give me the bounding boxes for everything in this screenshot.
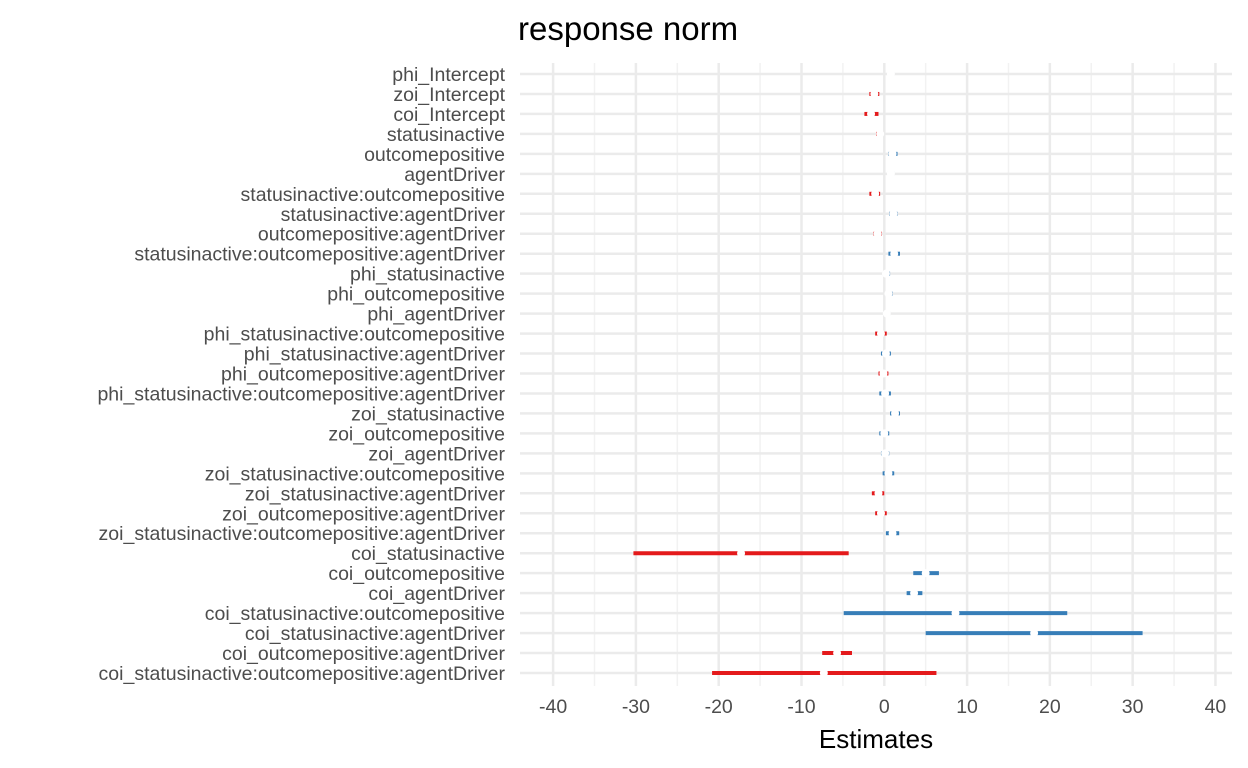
term-label: phi_outcomepositive: [327, 284, 505, 306]
term-label: phi_statusinactive:outcomepositive: [204, 324, 505, 346]
x-tick-labels: -40 -30 -20 -10 0 10 20 30 40: [539, 696, 1226, 718]
term-labels: phi_Interceptzoi_Interceptcoi_Intercepts…: [97, 64, 505, 685]
term-label: coi_Intercept: [393, 104, 505, 126]
estimate-point: [876, 329, 885, 338]
estimate-point: [881, 449, 890, 458]
estimate-point: [876, 509, 885, 518]
estimate-point: [886, 169, 895, 178]
estimate-point: [880, 429, 889, 438]
estimate-point: [881, 389, 890, 398]
term-label: phi_Intercept: [392, 64, 505, 86]
x-tick-label: 10: [956, 696, 978, 718]
term-label: phi_statusinactive:agentDriver: [244, 344, 506, 366]
estimate-point: [921, 569, 930, 578]
term-label: zoi_statusinactive:outcomepositive: [205, 463, 505, 485]
term-label: coi_outcomepositive:agentDriver: [222, 643, 505, 665]
term-label: zoi_statusinactive:outcomepositive:agent…: [99, 523, 506, 545]
term-label: statusinactive:outcomepositive:agentDriv…: [134, 244, 505, 266]
estimate-points: [737, 70, 1039, 677]
term-label: zoi_agentDriver: [368, 443, 505, 465]
chart-title: response norm: [518, 10, 738, 47]
estimate-point: [870, 89, 879, 98]
term-label: zoi_Intercept: [393, 84, 505, 106]
term-label: outcomepositive:agentDriver: [258, 224, 506, 246]
term-label: coi_statusinactive:outcomepositive:agent…: [99, 663, 506, 685]
x-axis-title: Estimates: [819, 724, 933, 754]
estimate-point: [873, 229, 882, 238]
estimate-point: [882, 309, 891, 318]
grid-major-lines: [520, 63, 1232, 686]
x-tick-label: -30: [622, 696, 650, 718]
estimate-point: [888, 149, 897, 158]
estimate-point: [890, 249, 899, 258]
term-label: zoi_outcomepositive: [328, 423, 505, 445]
term-label: coi_outcomepositive: [328, 563, 505, 585]
estimate-point: [1030, 629, 1039, 638]
estimate-point: [888, 529, 897, 538]
term-label: outcomepositive: [364, 144, 505, 166]
term-label: statusinactive: [387, 124, 505, 146]
term-label: zoi_statusinactive:agentDriver: [245, 483, 506, 505]
term-label: coi_agentDriver: [368, 583, 505, 605]
estimate-point: [876, 129, 885, 138]
x-tick-label: 20: [1039, 696, 1061, 718]
x-tick-label: -10: [787, 696, 815, 718]
x-tick-label: -40: [539, 696, 567, 718]
term-label: zoi_statusinactive: [351, 403, 505, 425]
estimate-point: [951, 609, 960, 618]
term-label: statusinactive:outcomepositive: [241, 184, 505, 206]
x-tick-label: 40: [1205, 696, 1227, 718]
term-label: phi_outcomepositive:agentDriver: [221, 364, 505, 386]
x-tick-label: 30: [1122, 696, 1144, 718]
estimate-point: [886, 70, 895, 78]
term-label: statusinactive:agentDriver: [281, 204, 506, 226]
estimate-point: [889, 209, 898, 218]
x-tick-label: -20: [705, 696, 733, 718]
estimate-point: [881, 349, 890, 358]
estimate-point: [833, 649, 842, 658]
estimate-point: [881, 269, 890, 278]
estimate-point: [910, 589, 919, 598]
x-tick-label: 0: [879, 696, 890, 718]
estimate-point: [819, 669, 828, 677]
estimate-point: [891, 409, 900, 418]
term-label: coi_statusinactive:agentDriver: [245, 623, 506, 645]
estimate-point: [871, 189, 880, 198]
estimate-point: [884, 469, 893, 478]
term-label: agentDriver: [404, 164, 505, 186]
term-label: phi_agentDriver: [367, 304, 505, 326]
term-label: zoi_outcomepositive:agentDriver: [222, 503, 505, 525]
term-label: coi_statusinactive:outcomepositive: [205, 603, 505, 625]
estimate-point: [737, 549, 746, 558]
estimate-point: [874, 489, 883, 498]
term-label: phi_statusinactive:outcomepositive:agent…: [97, 383, 505, 405]
term-label: phi_statusinactive: [350, 264, 505, 286]
estimate-point: [879, 369, 888, 378]
estimate-point: [867, 109, 876, 118]
estimate-point: [884, 289, 893, 298]
term-label: coi_statusinactive: [351, 543, 505, 565]
